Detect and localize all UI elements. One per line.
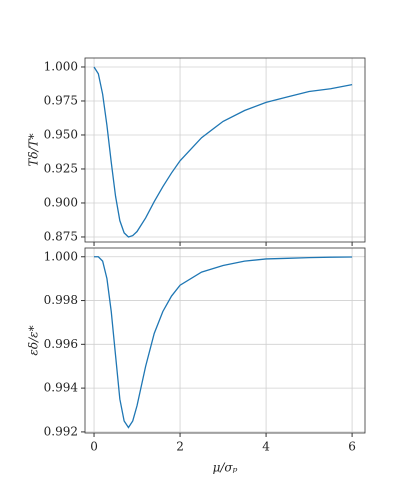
y-tick-label: 1.000 [44, 59, 78, 73]
line-series [94, 256, 353, 429]
y-tick-label: 1.000 [44, 249, 78, 263]
x-axis-label: μ/σₚ [213, 461, 238, 475]
y-axis-label: εδ/ε* [27, 325, 41, 355]
line-series [93, 66, 353, 238]
y-tick-label: 0.950 [44, 127, 78, 141]
axes-frame [84, 247, 366, 434]
y-tick-label: 0.875 [44, 229, 78, 243]
y-tick-label: 0.994 [44, 381, 79, 395]
x-tick-label: 6 [348, 440, 356, 454]
y-axis-label: Tδ/T* [27, 133, 41, 166]
axes-frame [84, 57, 366, 243]
y-tick-label: 0.992 [44, 424, 78, 438]
x-tick-label: 4 [262, 440, 270, 454]
x-tick-label: 2 [176, 440, 184, 454]
x-tick-label: 0 [90, 440, 98, 454]
y-tick-label: 0.925 [44, 161, 78, 175]
y-tick-label: 0.996 [44, 337, 78, 351]
y-tick-label: 0.975 [44, 93, 78, 107]
y-tick-label: 0.998 [44, 293, 78, 307]
y-tick-label: 0.900 [44, 195, 78, 209]
